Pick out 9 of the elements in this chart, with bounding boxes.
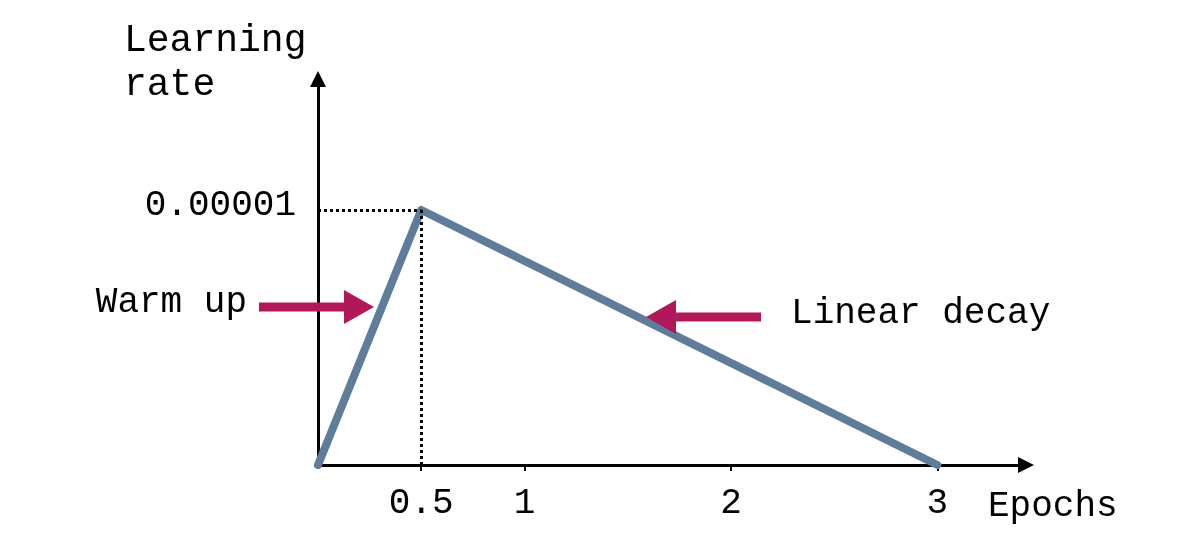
text: Warm up <box>95 282 248 324</box>
x-tick-label: 2 <box>720 482 742 524</box>
annotation: Linear decay <box>791 292 1051 334</box>
x-tick-label: 0.5 <box>388 482 454 524</box>
x-tick-label: 1 <box>513 482 536 524</box>
x-axis-title: Epochs <box>988 485 1118 527</box>
x-tick-label: 3 <box>926 482 949 524</box>
y-axis-title: Learning rate <box>124 18 307 106</box>
annotation: 0.00001 <box>144 185 296 227</box>
